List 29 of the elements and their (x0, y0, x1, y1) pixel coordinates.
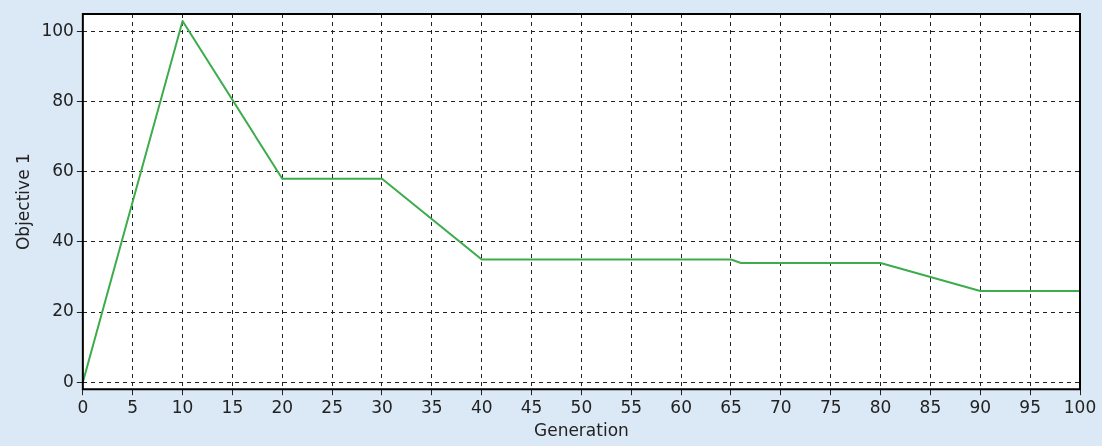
y-tick-label: 100 (41, 19, 74, 40)
x-tick-label: 60 (670, 396, 692, 417)
x-tick-label: 40 (470, 396, 493, 417)
x-tick-label: 95 (1019, 396, 1041, 417)
x-tick-label: 45 (520, 396, 543, 417)
x-tick-label: 5 (127, 396, 139, 417)
x-tick-label: 10 (171, 396, 194, 417)
y-tick-label: 0 (63, 370, 74, 391)
x-tick-label: 0 (77, 396, 89, 417)
x-tick-label: 30 (371, 396, 393, 417)
x-tick-label: 15 (221, 396, 244, 417)
x-tick-label: 100 (1063, 396, 1097, 417)
x-tick-label: 85 (919, 396, 942, 417)
y-tick-label: 40 (52, 230, 74, 251)
x-tick-label: 75 (819, 396, 842, 417)
x-axis-title: Generation (534, 420, 629, 441)
y-axis-title: Objective 1 (12, 153, 33, 251)
x-tick-label: 50 (570, 396, 593, 417)
x-tick-label: 25 (321, 396, 343, 417)
y-tick-label: 60 (52, 160, 74, 181)
x-tick-label: 80 (869, 396, 892, 417)
x-tick-label: 90 (969, 396, 992, 417)
x-tick-label: 65 (720, 396, 742, 417)
x-tick-label: 20 (271, 396, 294, 417)
y-tick-label: 80 (52, 90, 74, 111)
x-tick-label: 55 (620, 396, 643, 417)
y-tick-label: 20 (52, 300, 74, 321)
x-tick-label: 70 (770, 396, 792, 417)
x-tick-label: 35 (421, 396, 443, 417)
